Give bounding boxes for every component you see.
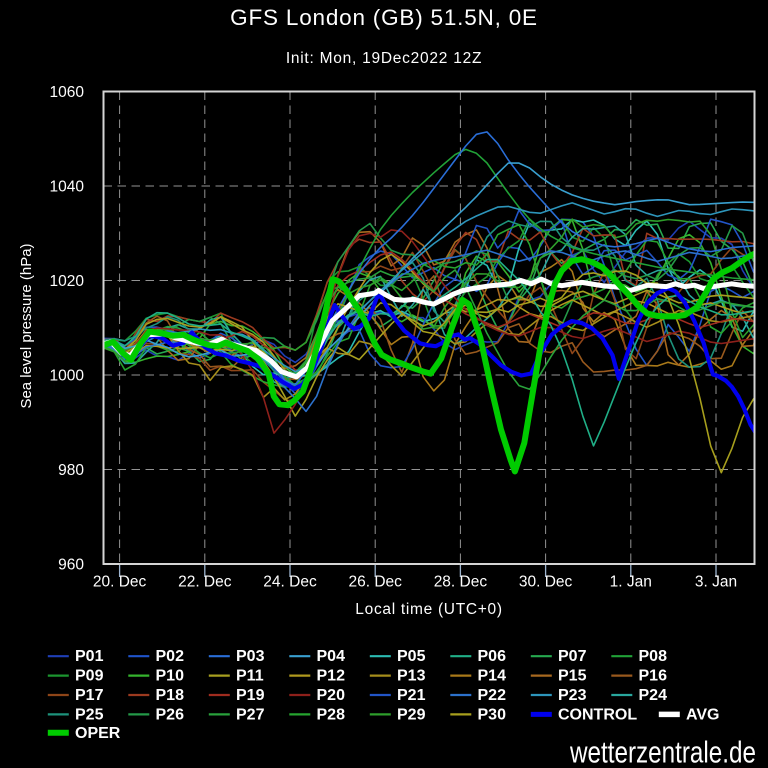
svg-text:3. Jan: 3. Jan [695, 574, 737, 591]
svg-text:P23: P23 [558, 687, 587, 704]
svg-text:P11: P11 [236, 668, 264, 685]
svg-text:P06: P06 [478, 648, 507, 665]
svg-text:P05: P05 [397, 648, 426, 665]
svg-text:P28: P28 [317, 706, 346, 723]
svg-text:1. Jan: 1. Jan [610, 574, 652, 591]
svg-text:P10: P10 [156, 668, 185, 685]
svg-text:980: 980 [58, 462, 84, 479]
svg-text:P30: P30 [478, 706, 507, 723]
svg-text:P16: P16 [639, 668, 668, 685]
svg-text:P18: P18 [156, 687, 185, 704]
svg-text:1020: 1020 [50, 273, 85, 290]
svg-text:Sea level pressure (hPa): Sea level pressure (hPa) [18, 243, 35, 408]
svg-text:24. Dec: 24. Dec [263, 574, 317, 591]
svg-text:30. Dec: 30. Dec [519, 574, 573, 591]
svg-text:P17: P17 [75, 687, 104, 704]
svg-text:P25: P25 [75, 706, 104, 723]
svg-text:P15: P15 [558, 668, 587, 685]
svg-text:P24: P24 [639, 687, 668, 704]
svg-text:P01: P01 [75, 648, 104, 665]
svg-text:P19: P19 [236, 687, 265, 704]
svg-text:26. Dec: 26. Dec [348, 574, 402, 591]
svg-text:P21: P21 [397, 687, 426, 704]
svg-text:20. Dec: 20. Dec [93, 574, 147, 591]
svg-text:22. Dec: 22. Dec [178, 574, 232, 591]
svg-text:Init: Mon, 19Dec2022 12Z: Init: Mon, 19Dec2022 12Z [286, 50, 482, 67]
svg-text:P14: P14 [478, 668, 507, 685]
svg-text:AVG: AVG [686, 706, 719, 723]
svg-text:P26: P26 [156, 706, 185, 723]
svg-text:P22: P22 [478, 687, 507, 704]
svg-text:P13: P13 [397, 668, 426, 685]
svg-text:P02: P02 [156, 648, 185, 665]
svg-text:CONTROL: CONTROL [558, 706, 637, 723]
svg-text:28. Dec: 28. Dec [434, 574, 488, 591]
svg-text:P04: P04 [317, 648, 346, 665]
svg-text:wetterzentrale.de: wetterzentrale.de [569, 736, 756, 768]
svg-text:P12: P12 [317, 668, 346, 685]
svg-text:P03: P03 [236, 648, 265, 665]
svg-text:P07: P07 [558, 648, 587, 665]
svg-text:1060: 1060 [50, 84, 85, 101]
svg-text:P08: P08 [639, 648, 668, 665]
svg-text:P29: P29 [397, 706, 426, 723]
svg-text:1040: 1040 [50, 179, 85, 196]
svg-text:Local time (UTC+0): Local time (UTC+0) [355, 601, 502, 618]
svg-text:P09: P09 [75, 668, 104, 685]
svg-text:GFS London (GB) 51.5N, 0E: GFS London (GB) 51.5N, 0E [230, 5, 538, 30]
svg-text:OPER: OPER [75, 725, 121, 742]
svg-text:P20: P20 [317, 687, 346, 704]
svg-text:P27: P27 [236, 706, 265, 723]
svg-text:1000: 1000 [50, 368, 85, 385]
svg-text:960: 960 [58, 557, 84, 574]
